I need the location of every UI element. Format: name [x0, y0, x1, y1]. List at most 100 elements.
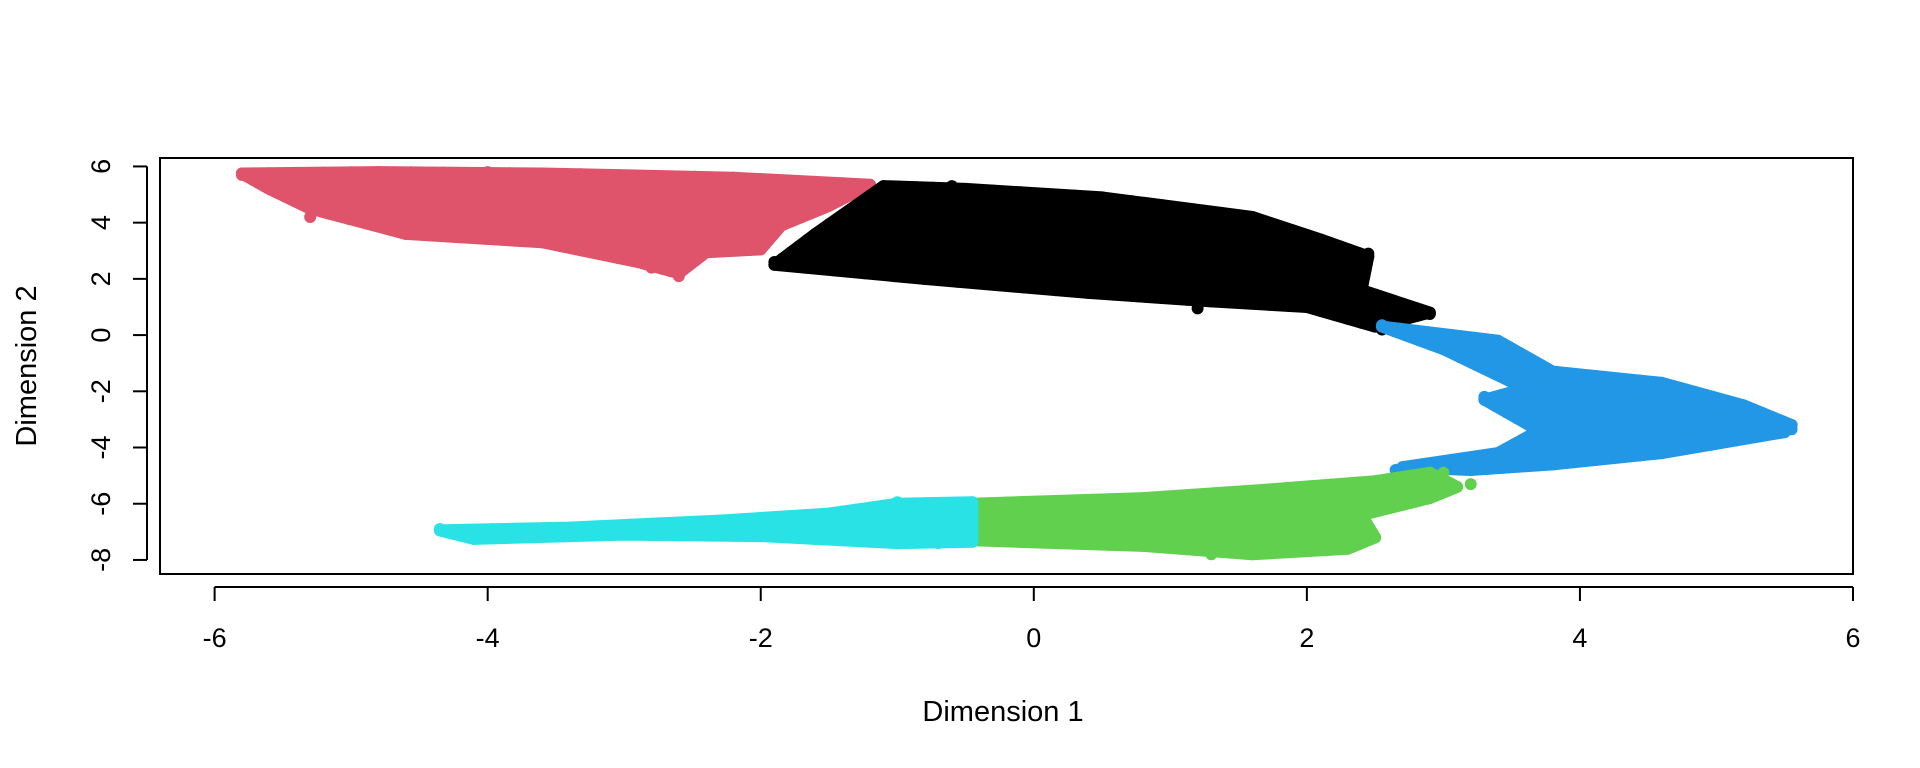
- cluster-4-edge-point: [1186, 488, 1199, 501]
- cluster-2-edge-point: [809, 227, 822, 240]
- cluster-2-edge-point: [1273, 220, 1286, 232]
- cluster-2-edge-point: [1369, 288, 1382, 301]
- cluster-2-edge-point: [910, 181, 923, 194]
- cluster-3-edge-point: [1400, 329, 1413, 342]
- cluster-2-edge-point: [1049, 284, 1062, 297]
- cluster-2-edge-point: [1382, 293, 1395, 306]
- cluster-3-edge-point: [1737, 399, 1750, 412]
- cluster-3-edge-point: [1546, 365, 1559, 378]
- cluster-3-edge-point: [1486, 366, 1499, 379]
- y-tick-label: -6: [86, 492, 116, 516]
- cluster-2-edge-point: [986, 184, 999, 197]
- x-tick-label: -6: [203, 623, 227, 653]
- cluster-2-edge-point: [877, 180, 890, 193]
- cluster-1-edge-point: [263, 167, 276, 180]
- cluster-2-edge-point: [1014, 186, 1027, 199]
- cluster-2-edge-point: [1328, 308, 1341, 321]
- cluster-5-edge-point: [528, 531, 541, 544]
- cluster-2-edge-point: [828, 264, 841, 277]
- cluster-4-edge-point: [1246, 548, 1259, 561]
- cluster-3-edge-point: [1590, 370, 1603, 383]
- cluster-3-edge-point: [1568, 456, 1581, 469]
- cluster-3-edge-point: [1388, 325, 1401, 338]
- cluster-3-edge-point: [1451, 463, 1464, 476]
- cluster-3-edge-point: [1522, 418, 1535, 431]
- cluster-3-edge-point: [1705, 438, 1717, 451]
- cluster-5-edge-point: [877, 499, 890, 512]
- cluster-2-edge-point: [1216, 207, 1229, 220]
- cluster-4-edge-point: [1235, 485, 1248, 498]
- cluster-2-edge-point: [1281, 299, 1294, 312]
- cluster-3-edge-point: [1533, 424, 1545, 437]
- cluster-2-edge-point: [984, 278, 997, 291]
- cluster-3: [1376, 319, 1798, 476]
- cluster-1-edge-point: [836, 177, 849, 190]
- cluster-4: [966, 466, 1477, 561]
- cluster-4-point: [1464, 478, 1477, 491]
- cluster-5-edge-point: [801, 509, 814, 521]
- y-tick-label: 4: [86, 215, 116, 230]
- cluster-2-edge-point: [1401, 312, 1414, 325]
- cluster-2-edge-point: [951, 275, 964, 288]
- cluster-2-point: [945, 180, 958, 193]
- cluster-3-edge-point: [1655, 376, 1668, 389]
- x-tick-label: 0: [1026, 623, 1041, 653]
- cluster-2-edge-point: [1314, 304, 1327, 317]
- cluster-2-edge-point: [1107, 288, 1119, 301]
- cluster-2-edge-point: [918, 272, 931, 285]
- cluster-3-edge-point: [1511, 412, 1524, 425]
- cluster-3-edge-point: [1481, 462, 1494, 475]
- cluster-5-edge-point: [864, 501, 876, 514]
- cluster-4-edge-point: [1322, 543, 1335, 556]
- cluster-3-edge-point: [1500, 406, 1513, 419]
- cluster-5-edge-point: [906, 536, 919, 549]
- cluster-2-edge-point: [793, 240, 805, 253]
- cluster-1-edge-point: [823, 199, 835, 212]
- cluster-1-edge-point: [470, 166, 483, 179]
- cluster-4-edge-point: [1380, 473, 1393, 486]
- cluster-3-edge-point: [1688, 385, 1701, 398]
- cluster-2-edge-point: [1243, 297, 1256, 310]
- cluster-1-edge-point: [342, 212, 355, 225]
- y-tick-label: 6: [86, 159, 116, 174]
- cluster-5-edge-point: [966, 535, 979, 548]
- cluster-2-point: [1423, 308, 1436, 320]
- cluster-1-edge-point: [574, 168, 587, 181]
- cluster-3-edge-point: [1612, 451, 1625, 464]
- cluster-5-edge-point: [537, 522, 550, 535]
- cluster-3-edge-point: [1705, 390, 1717, 403]
- cluster-4-edge-point: [1412, 468, 1425, 481]
- cluster-4-edge-point: [1369, 475, 1382, 488]
- cluster-4-edge-point: [1382, 502, 1395, 515]
- cluster-3-edge-point: [1470, 358, 1483, 371]
- cluster-5-point: [932, 537, 945, 550]
- cluster-1-edge-point: [784, 215, 797, 228]
- cluster-5-edge-point: [782, 531, 794, 544]
- cluster-1-point: [235, 168, 248, 181]
- cluster-3-edge-point: [1590, 453, 1603, 466]
- cluster-2-edge-point: [1341, 312, 1354, 325]
- cluster-5-edge-point: [779, 510, 792, 523]
- cluster-1-edge-point: [813, 203, 826, 216]
- cluster-1-edge-point: [754, 243, 767, 256]
- cluster-1-edge-point: [509, 234, 521, 247]
- cluster-1-edge-point: [555, 240, 568, 253]
- x-axis-title: Dimension 1: [922, 696, 1083, 728]
- scatter-clusters: [235, 166, 1798, 561]
- cluster-1-edge-point: [361, 217, 374, 230]
- cluster-2-edge-point: [1287, 224, 1300, 237]
- cluster-1-edge-point: [722, 245, 734, 257]
- cluster-2-edge-point: [1156, 292, 1169, 304]
- cluster-5-edge-point: [700, 529, 713, 542]
- cluster-5-point: [891, 496, 904, 509]
- y-tick-label: 2: [86, 271, 116, 286]
- cluster-4-edge-point: [1284, 546, 1297, 559]
- cluster-2-edge-point: [850, 199, 863, 212]
- cluster-2-edge-point: [926, 181, 939, 194]
- cluster-1-edge-point: [290, 166, 303, 179]
- cluster-3-edge-point: [1568, 367, 1581, 380]
- cluster-2-edge-point: [1355, 284, 1368, 297]
- cluster-5: [433, 496, 979, 550]
- cluster-2: [768, 180, 1436, 336]
- cluster-1-point: [672, 270, 685, 283]
